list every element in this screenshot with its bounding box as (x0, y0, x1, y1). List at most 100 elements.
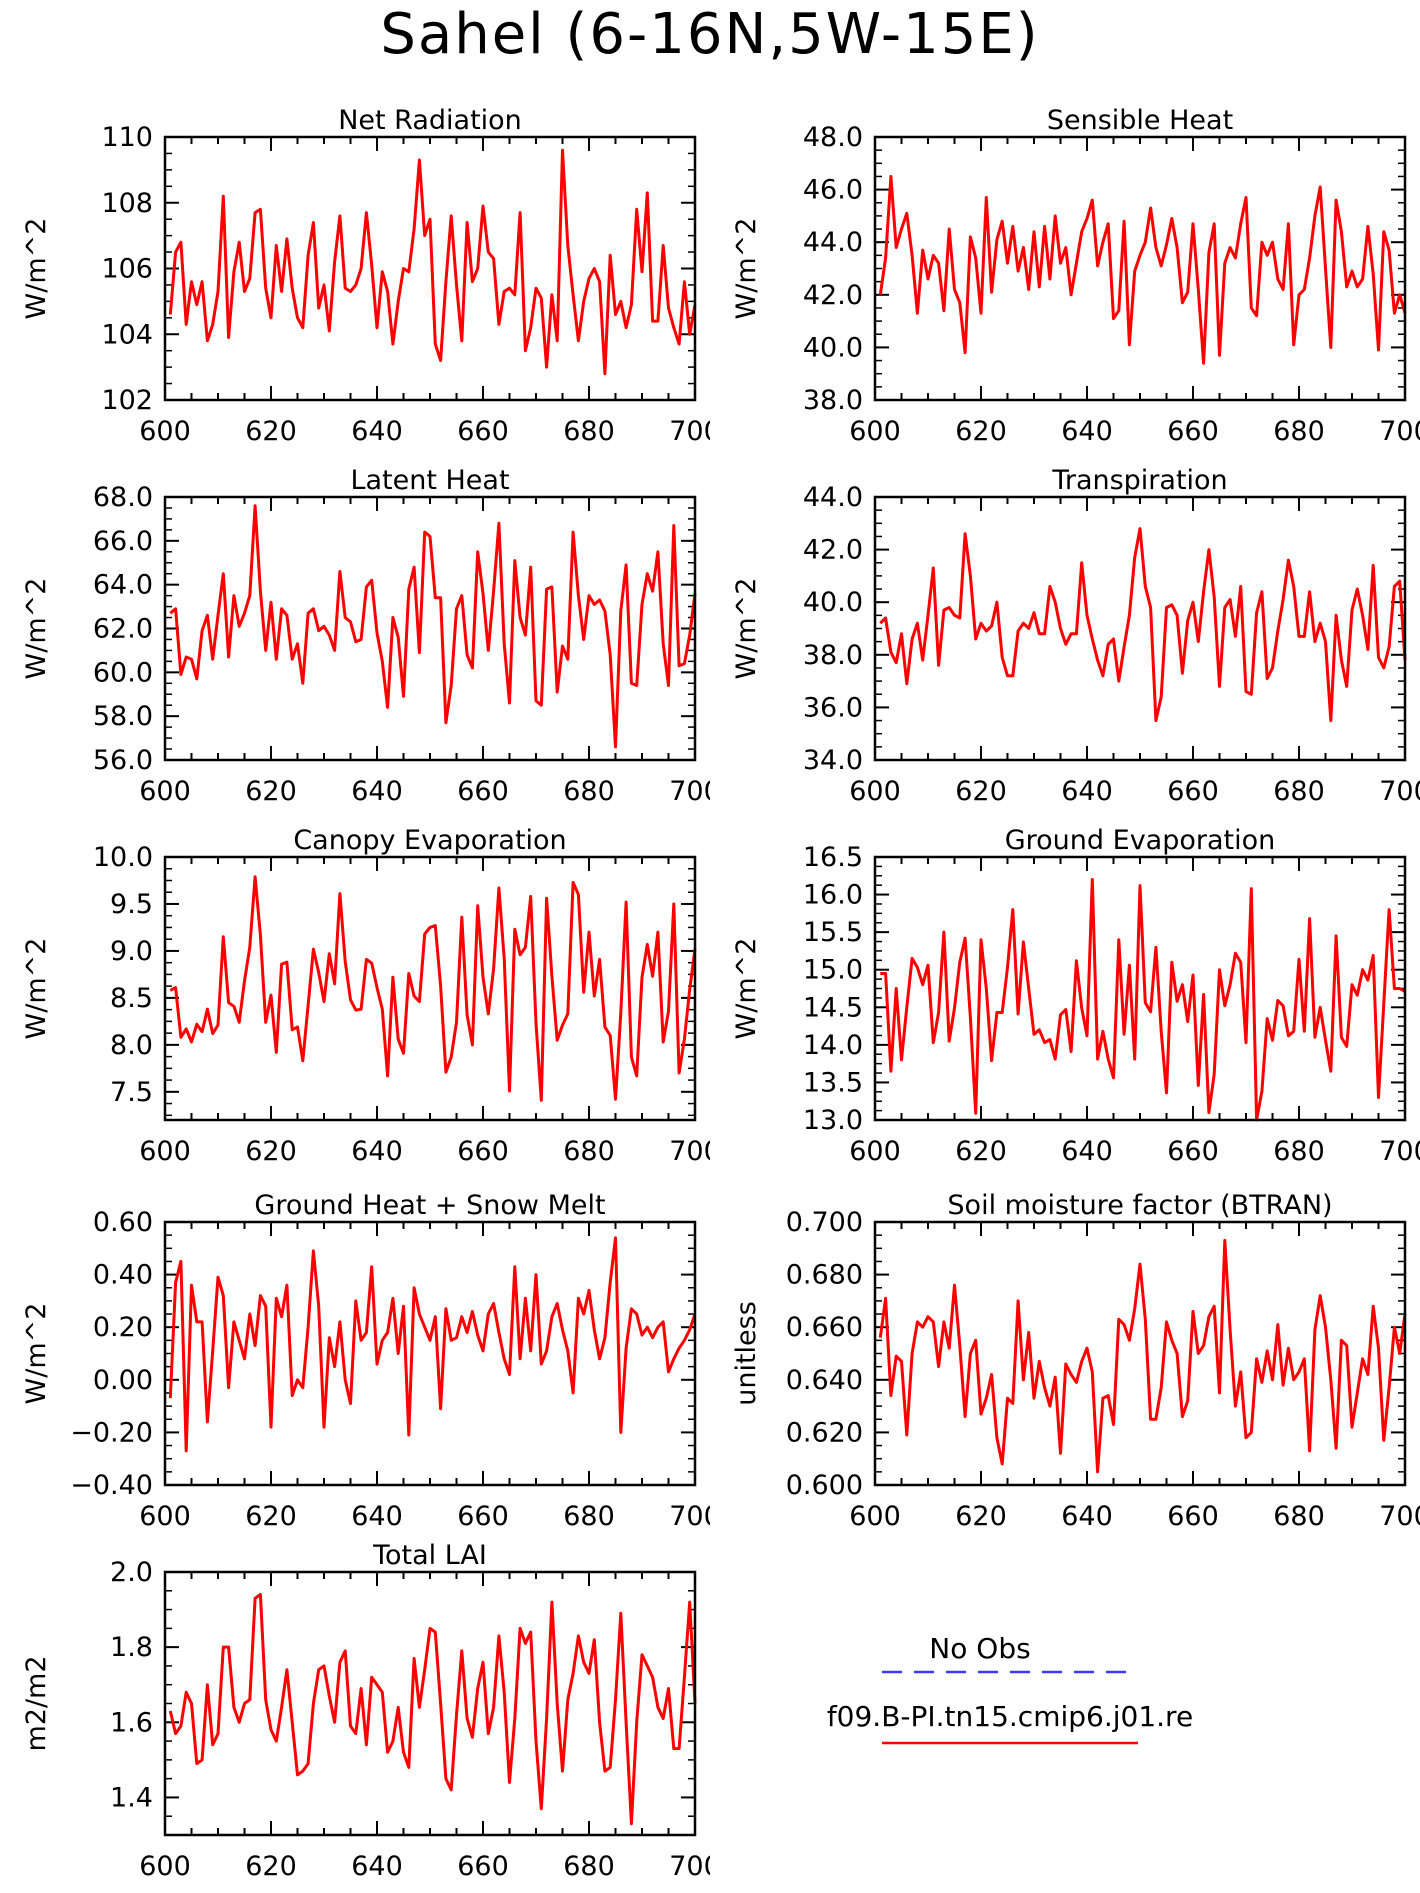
ground-heat-snow-melt-plot: Ground Heat + Snow Melt W/m^2 600 620 640 660… (21, 1190, 710, 1532)
y-tick-label: 0.660 (786, 1312, 863, 1343)
y-tick-label: 8.0 (110, 1030, 153, 1061)
x-tick-label: 660 (457, 416, 509, 447)
y-tick-label: 9.0 (110, 936, 153, 967)
series-line (168, 1236, 697, 1453)
y-tick-label: 0.680 (786, 1260, 863, 1291)
y-tick-label: 102 (101, 385, 153, 416)
x-tick-label: 600 (849, 416, 901, 447)
canopy-evaporation-plot: Canopy Evaporation W/m^2 600 620 640 660 680 70… (21, 825, 710, 1167)
x-tick-label: 640 (1061, 1501, 1113, 1532)
legend-obs-line (882, 1670, 1138, 1674)
x-tick-label: 660 (1167, 1501, 1219, 1532)
series-line (880, 878, 1406, 1122)
y-tick-label: 15.5 (803, 917, 863, 948)
x-tick-label: 640 (351, 1851, 403, 1882)
soil-moisture-factor-plot: Soil moisture factor (BTRAN) unitless 600 6… (731, 1190, 1420, 1532)
y-tick-label: 44.0 (803, 482, 863, 513)
y-tick-label: 0.20 (93, 1312, 153, 1343)
x-tick-label: 680 (563, 1851, 615, 1882)
x-tick-label: 680 (563, 776, 615, 807)
x-tick-label: 660 (1167, 1136, 1219, 1167)
x-tick-label: 700 (1379, 776, 1420, 807)
legend-model-line (882, 1741, 1138, 1745)
transpiration-plot: Transpiration W/m^2 600 620 640 660 680 700 34.0… (731, 465, 1420, 807)
y-axis-label: W/m^2 (731, 938, 762, 1040)
y-tick-label: 9.5 (110, 889, 153, 920)
chart-title: Transpiration (1051, 465, 1227, 496)
legend-obs-label: No Obs (929, 1632, 1031, 1665)
figure-title: Sahel (6-16N,5W-15E) (380, 2, 1040, 67)
x-tick-label: 600 (139, 776, 191, 807)
x-tick-label: 700 (1379, 1136, 1420, 1167)
x-tick-label: 600 (139, 1501, 191, 1532)
chart-title: Ground Evaporation (1005, 825, 1276, 856)
y-axis-label: unitless (731, 1301, 762, 1406)
plot-frame (163, 855, 697, 1122)
x-tick-label: 620 (955, 416, 1007, 447)
series-line (879, 527, 1407, 723)
y-tick-label: 0.700 (786, 1207, 863, 1238)
series-line (878, 1238, 1407, 1474)
plot-frame (873, 135, 1407, 402)
sensible-heat-plot: Sensible Heat W/m^2 600 620 640 660 680 700 38.0… (731, 105, 1420, 447)
y-tick-label: 16.5 (803, 842, 863, 873)
y-tick-label: 14.5 (803, 992, 863, 1023)
y-tick-label: 13.5 (803, 1067, 863, 1098)
y-tick-label: 1.6 (110, 1707, 153, 1738)
y-tick-label: 40.0 (803, 332, 863, 363)
y-axis-label: W/m^2 (21, 938, 52, 1040)
x-tick-label: 660 (1167, 416, 1219, 447)
y-tick-label: 8.5 (110, 983, 153, 1014)
series-line (878, 175, 1407, 365)
y-tick-label: 10.0 (93, 842, 153, 873)
y-tick-label: 16.0 (803, 880, 863, 911)
x-tick-label: 600 (849, 1501, 901, 1532)
chart-title: Soil moisture factor (BTRAN) (947, 1190, 1332, 1221)
x-tick-label: 620 (245, 416, 297, 447)
x-tick-label: 700 (669, 416, 710, 447)
y-tick-label: 38.0 (803, 385, 863, 416)
chart-title: Total LAI (372, 1540, 487, 1571)
total-lai-plot: Total LAI m2/m2 600 620 640 660 680 700 1.4 1.6 1.… (21, 1540, 710, 1882)
y-tick-label: 2.0 (110, 1557, 153, 1588)
y-tick-label: 7.5 (110, 1077, 153, 1108)
x-tick-label: 620 (955, 1136, 1007, 1167)
y-tick-label: 0.640 (786, 1365, 863, 1396)
chart-title: Net Radiation (338, 105, 522, 136)
y-tick-label: 110 (101, 122, 153, 153)
x-tick-label: 700 (1379, 416, 1420, 447)
y-tick-label: 106 (101, 254, 153, 285)
x-tick-label: 640 (351, 1136, 403, 1167)
y-tick-label: 42.0 (803, 280, 863, 311)
x-tick-label: 620 (955, 1501, 1007, 1532)
y-axis-label: W/m^2 (21, 578, 52, 680)
x-tick-label: 600 (139, 1136, 191, 1167)
y-tick-label: 58.0 (93, 701, 153, 732)
x-tick-label: 700 (669, 1851, 710, 1882)
y-tick-label: 48.0 (803, 122, 863, 153)
y-axis-label: W/m^2 (21, 218, 52, 320)
x-tick-label: 700 (669, 1136, 710, 1167)
y-tick-label: 42.0 (803, 535, 863, 566)
y-tick-label: 14.0 (803, 1030, 863, 1061)
y-tick-label: 1.4 (110, 1782, 153, 1813)
x-tick-label: 600 (849, 1136, 901, 1167)
plot-frame (163, 135, 697, 402)
x-tick-label: 700 (1379, 1501, 1420, 1532)
x-tick-label: 640 (1061, 416, 1113, 447)
net-radiation-plot: Net Radiation W/m^2 600 620 640 660 680 700 102 1… (21, 105, 710, 447)
plot-frame (873, 495, 1407, 762)
y-tick-label: 0.60 (93, 1207, 153, 1238)
x-tick-label: 660 (457, 1501, 509, 1532)
x-tick-label: 680 (1273, 1136, 1325, 1167)
x-tick-label: 600 (139, 1851, 191, 1882)
series-line (169, 504, 697, 749)
x-tick-label: 680 (1273, 416, 1325, 447)
x-tick-label: 660 (457, 776, 509, 807)
y-axis-label: W/m^2 (731, 218, 762, 320)
y-tick-label: 36.0 (803, 692, 863, 723)
x-tick-label: 620 (245, 776, 297, 807)
x-tick-label: 620 (245, 1851, 297, 1882)
y-tick-label: 0.600 (786, 1470, 863, 1501)
y-tick-label: 62.0 (93, 614, 153, 645)
